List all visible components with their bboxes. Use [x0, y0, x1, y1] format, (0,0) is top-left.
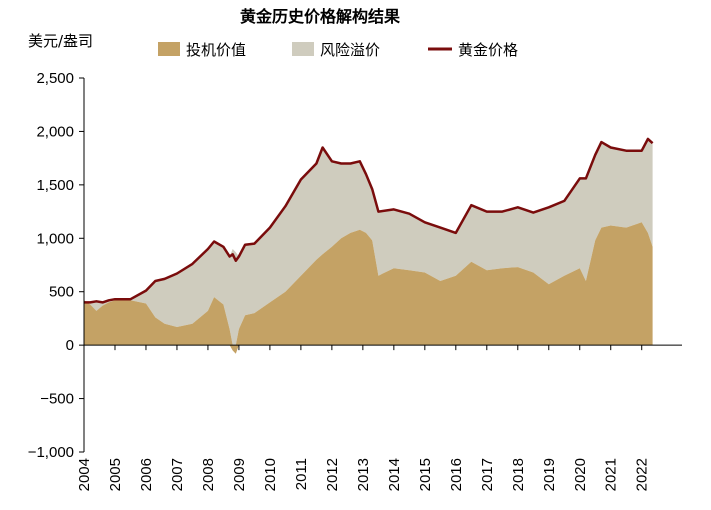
x-tick-label: 2017	[479, 458, 496, 491]
x-axis: 2004 2005 2006 2007 2008 2009 2010 2011 2012 2013…	[76, 344, 682, 491]
chart-title: 黄金历史价格解构结果	[240, 7, 400, 26]
x-tick-label: 2020	[572, 458, 589, 491]
legend-swatch-risk	[292, 42, 314, 56]
y-axis: −1,000 −500 0 500 1,000 1,500 2,000 2,500	[28, 70, 85, 461]
x-tick-label: 2012	[324, 458, 341, 491]
plot-area	[84, 137, 654, 354]
y-tick-label: 0	[66, 337, 74, 354]
area-invest-value	[84, 222, 653, 346]
area-risk-premium	[84, 138, 653, 346]
x-tick-label: 2009	[231, 458, 248, 491]
legend-label-invest: 投机价值	[186, 41, 246, 59]
y-tick-label: −500	[40, 391, 74, 408]
y-tick-label: 1,000	[36, 230, 74, 247]
x-tick-label: 2016	[448, 458, 465, 491]
x-tick-label: 2013	[355, 458, 372, 491]
area-invest-value-negative	[84, 345, 653, 354]
y-tick-label: −1,000	[28, 444, 74, 461]
y-tick-label: 500	[49, 284, 74, 301]
legend-label-risk: 风险溢价	[320, 41, 380, 59]
x-tick-label: 2021	[603, 458, 620, 491]
y-tick-label: 2,500	[36, 70, 74, 87]
x-tick-label: 2019	[541, 458, 558, 491]
x-tick-label: 2015	[417, 458, 434, 491]
legend-swatch-invest	[158, 42, 180, 56]
y-tick-label: 1,500	[36, 177, 74, 194]
x-tick-label: 2010	[262, 458, 279, 491]
x-tick-label: 2022	[634, 458, 651, 491]
line-gold-price	[84, 137, 654, 304]
x-tick-label: 2007	[169, 458, 186, 491]
x-tick-label: 2014	[386, 458, 403, 491]
x-tick-label: 2008	[200, 458, 217, 491]
x-tick-label: 2004	[76, 458, 93, 491]
x-tick-label: 2005	[107, 458, 124, 491]
legend-label-price: 黄金价格	[458, 41, 518, 59]
y-tick-label: 2,000	[36, 123, 74, 140]
x-tick-label: 2018	[510, 458, 527, 491]
legend: 投机价值 风险溢价 黄金价格	[158, 41, 518, 59]
y-axis-label: 美元/盎司	[28, 32, 93, 50]
x-tick-label: 2006	[138, 458, 155, 491]
x-tick-label: 2011	[293, 458, 310, 490]
